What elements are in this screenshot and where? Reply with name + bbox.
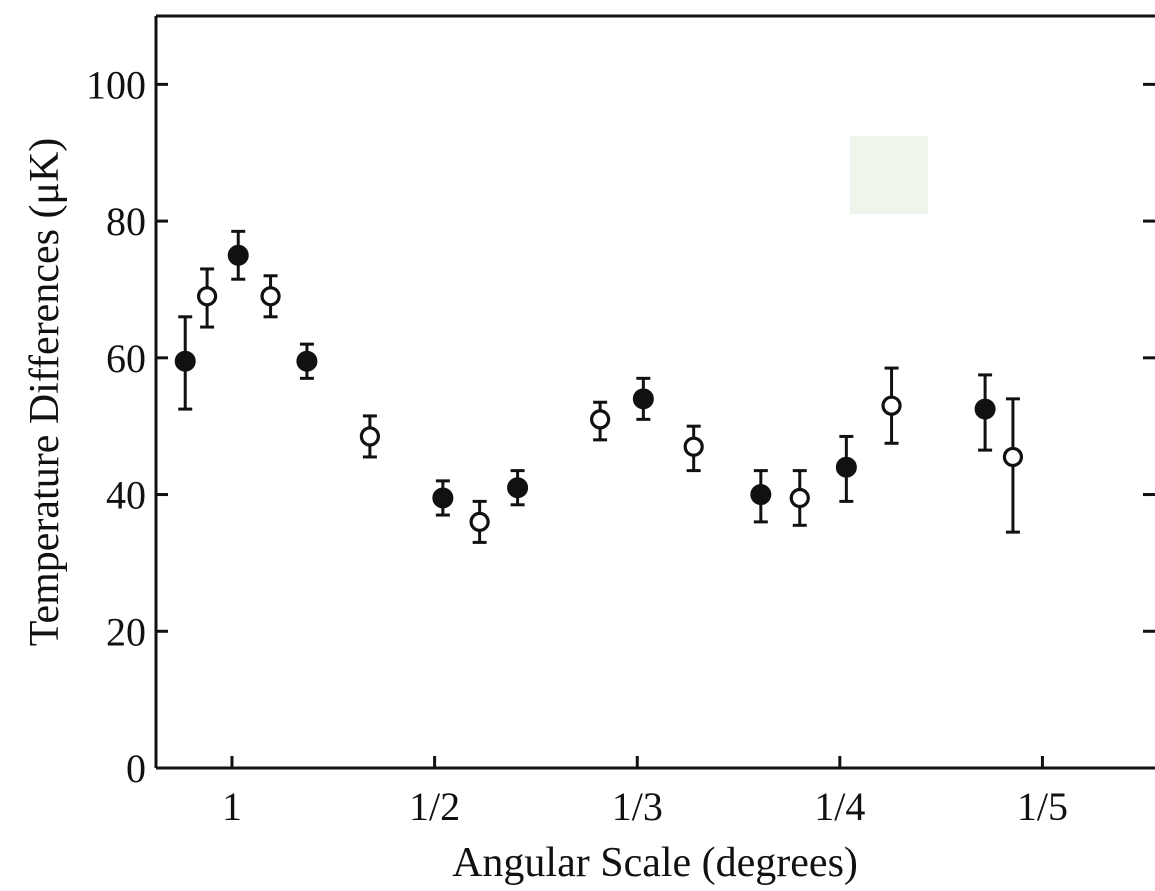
x-tick-label: 1/2 <box>409 784 460 829</box>
y-tick-label: 20 <box>106 609 146 654</box>
filled-data-point <box>750 469 772 524</box>
filled-marker <box>632 388 654 410</box>
open-marker <box>590 409 611 430</box>
open-marker <box>683 436 704 457</box>
x-tick-label: 1/4 <box>814 784 865 829</box>
open-data-point <box>789 469 810 527</box>
open-marker <box>469 511 490 532</box>
open-data-point <box>359 414 380 459</box>
data-points <box>174 229 1024 544</box>
filled-data-point <box>632 376 654 421</box>
y-tick-label: 40 <box>106 473 146 518</box>
open-marker <box>359 426 380 447</box>
x-tick-label: 1/3 <box>612 784 663 829</box>
filled-data-point <box>296 342 318 380</box>
y-tick-label: 0 <box>126 746 146 791</box>
y-tick-label: 60 <box>106 336 146 381</box>
open-marker <box>881 395 902 416</box>
x-tick-label: 1 <box>222 784 242 829</box>
open-data-point <box>1002 397 1024 534</box>
open-marker <box>789 487 810 509</box>
filled-marker <box>227 244 249 266</box>
plot-frame <box>154 14 1155 770</box>
filled-data-point <box>835 434 857 503</box>
open-marker <box>1002 446 1024 468</box>
open-data-point <box>881 366 902 445</box>
open-marker <box>196 286 218 307</box>
filled-marker <box>296 350 318 372</box>
open-marker <box>260 286 281 307</box>
open-data-point <box>683 424 704 473</box>
open-data-point <box>196 267 218 329</box>
filled-data-point <box>432 479 454 517</box>
filled-marker <box>174 350 196 372</box>
filled-marker <box>432 487 454 509</box>
filled-marker <box>974 398 996 420</box>
x-axis-ticks: 1 1/2 1/3 1/4 1/5 <box>222 756 1068 829</box>
y-axis-ticks: 0 20 40 60 80 100 <box>86 62 1155 791</box>
filled-marker <box>835 456 857 478</box>
x-axis-title: Angular Scale (degrees) <box>452 840 858 886</box>
filled-marker <box>750 484 772 506</box>
open-data-point <box>469 499 490 544</box>
filled-data-point <box>227 229 249 281</box>
y-axis-title: Temperature Differences (μK) <box>22 138 68 647</box>
faint-green-patch <box>850 136 928 214</box>
open-data-point <box>260 274 281 319</box>
y-tick-label: 100 <box>86 62 146 107</box>
filled-data-point <box>174 315 196 411</box>
y-tick-label: 80 <box>106 199 146 244</box>
filled-data-point <box>507 469 529 507</box>
filled-data-point <box>974 373 996 452</box>
x-tick-label: 1/5 <box>1017 784 1068 829</box>
filled-marker <box>507 477 529 499</box>
open-data-point <box>590 400 611 442</box>
